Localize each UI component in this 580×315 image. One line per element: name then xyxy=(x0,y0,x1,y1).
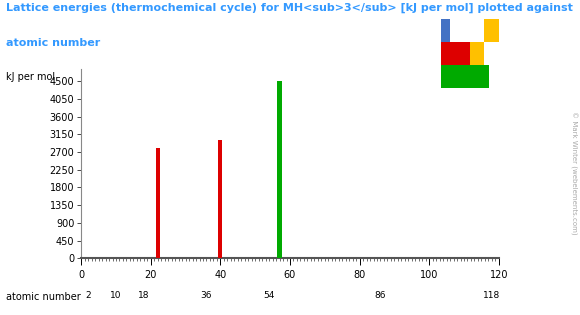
Text: 86: 86 xyxy=(375,291,386,301)
Text: 54: 54 xyxy=(263,291,275,301)
Bar xyxy=(484,19,499,42)
Text: 18: 18 xyxy=(138,291,150,301)
Bar xyxy=(441,19,451,42)
Text: Lattice energies (thermochemical cycle) for MH<sub>3</sub> [kJ per mol] plotted : Lattice energies (thermochemical cycle) … xyxy=(6,3,572,14)
Text: atomic number: atomic number xyxy=(6,38,100,48)
Bar xyxy=(218,140,223,258)
Bar xyxy=(155,148,160,258)
Bar xyxy=(277,81,282,258)
Text: atomic number: atomic number xyxy=(6,292,81,302)
Text: 36: 36 xyxy=(201,291,212,301)
Text: kJ per mol: kJ per mol xyxy=(6,72,55,83)
Text: 118: 118 xyxy=(483,291,501,301)
Text: © Mark Winter (webelements.com): © Mark Winter (webelements.com) xyxy=(570,112,577,235)
Bar xyxy=(470,42,484,65)
Bar xyxy=(441,65,489,88)
Bar xyxy=(441,42,470,65)
Text: 10: 10 xyxy=(110,291,122,301)
Text: 2: 2 xyxy=(85,291,91,301)
